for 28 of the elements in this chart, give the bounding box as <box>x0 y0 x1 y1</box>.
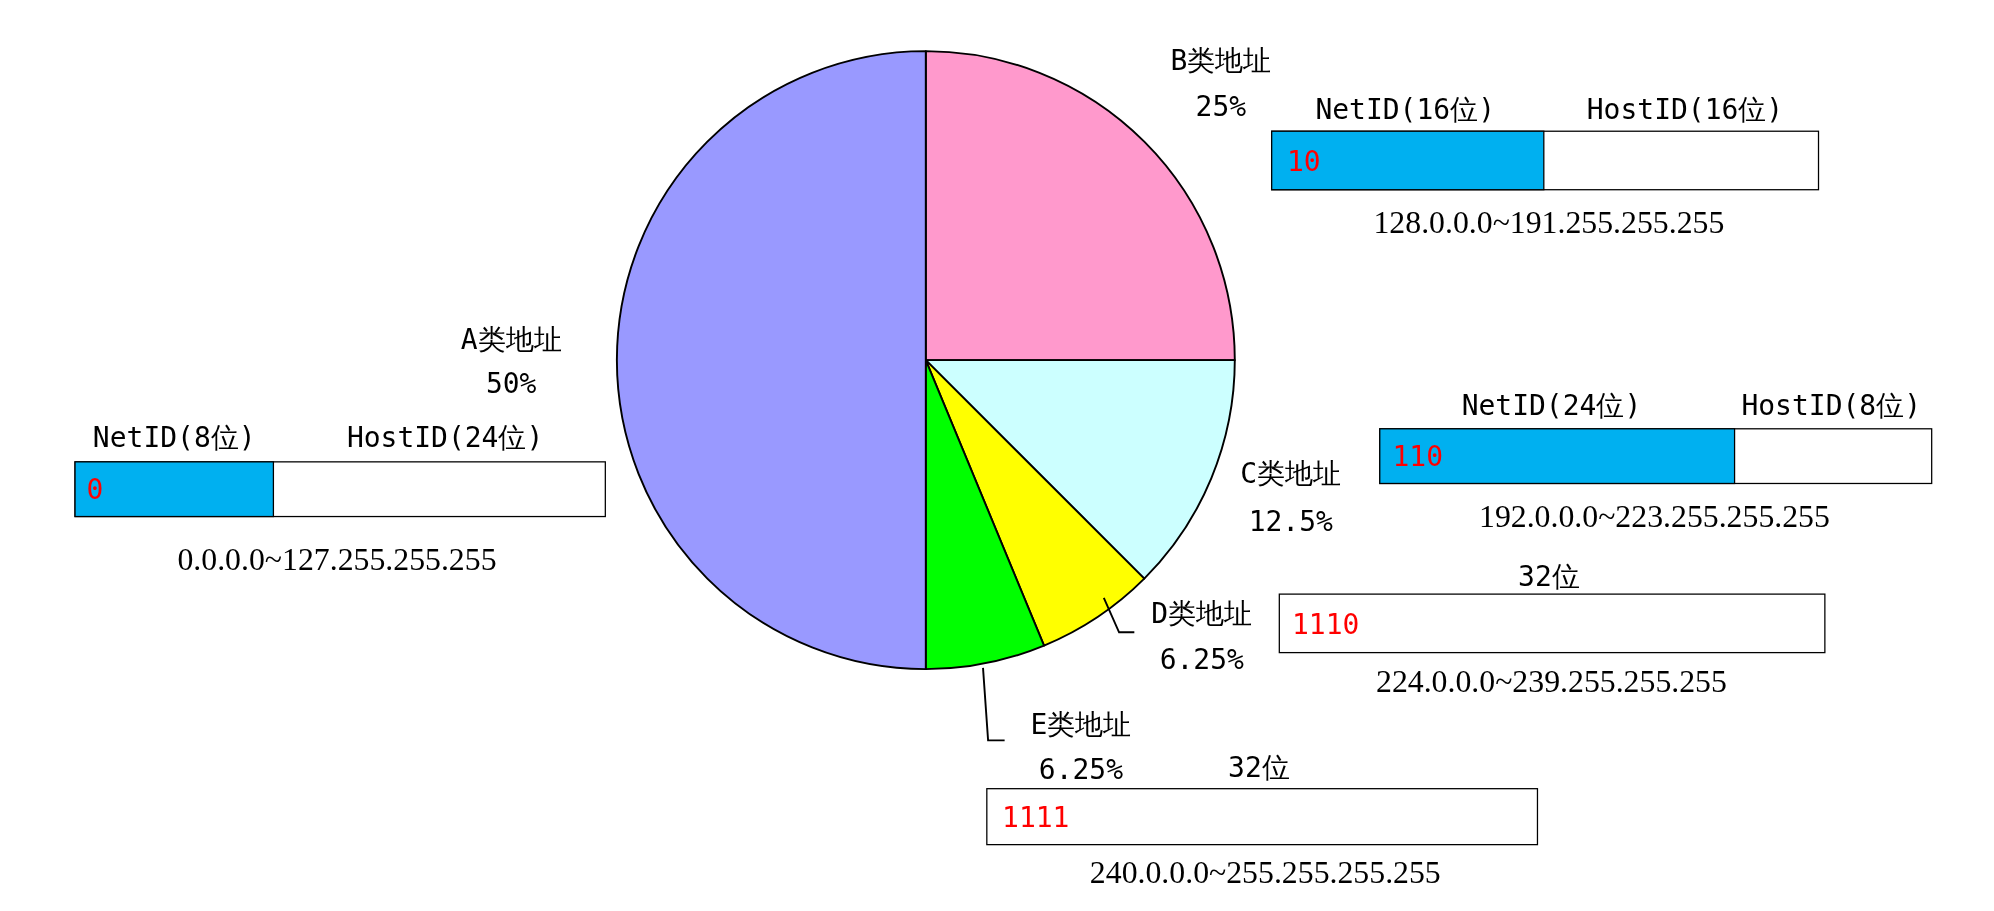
text: HostID(24位) <box>346 420 544 454</box>
text: 0 <box>86 473 104 507</box>
text: 240.0.0.0~255.255.255.255 <box>1089 854 1441 890</box>
data-label: 50% <box>485 367 537 401</box>
slice-label: C类地址 <box>1240 457 1342 491</box>
data-label: 12.5% <box>1248 504 1334 538</box>
text: 1110 <box>1292 607 1360 641</box>
slice-label: D类地址 <box>1151 597 1253 631</box>
text: 32位 <box>1228 751 1290 785</box>
text: HostID(16位) <box>1586 92 1784 126</box>
text: 110 <box>1392 440 1444 474</box>
text: NetID(8位) <box>92 420 256 454</box>
text: 10 <box>1286 144 1321 178</box>
text: 1111 <box>1002 800 1070 834</box>
slice-label: B类地址 <box>1170 44 1272 78</box>
text: 224.0.0.0~239.255.255.255 <box>1376 664 1727 700</box>
slice-label: E类地址 <box>1030 708 1132 741</box>
text: 128.0.0.0~191.255.255.255 <box>1373 204 1725 240</box>
text: 0.0.0.0~127.255.255.255 <box>177 541 497 577</box>
data-label: 6.25% <box>1038 752 1124 786</box>
text: 32位 <box>1518 560 1580 594</box>
text: NetID(16位) <box>1315 92 1495 126</box>
text: 192.0.0.0~223.255.255.255 <box>1479 498 1830 534</box>
slice-label: A类地址 <box>460 322 562 356</box>
data-label: 25% <box>1195 89 1247 123</box>
text: NetID(24位) <box>1461 388 1642 422</box>
data-label: 6.25% <box>1159 643 1244 677</box>
text: HostID(8位) <box>1741 388 1922 422</box>
